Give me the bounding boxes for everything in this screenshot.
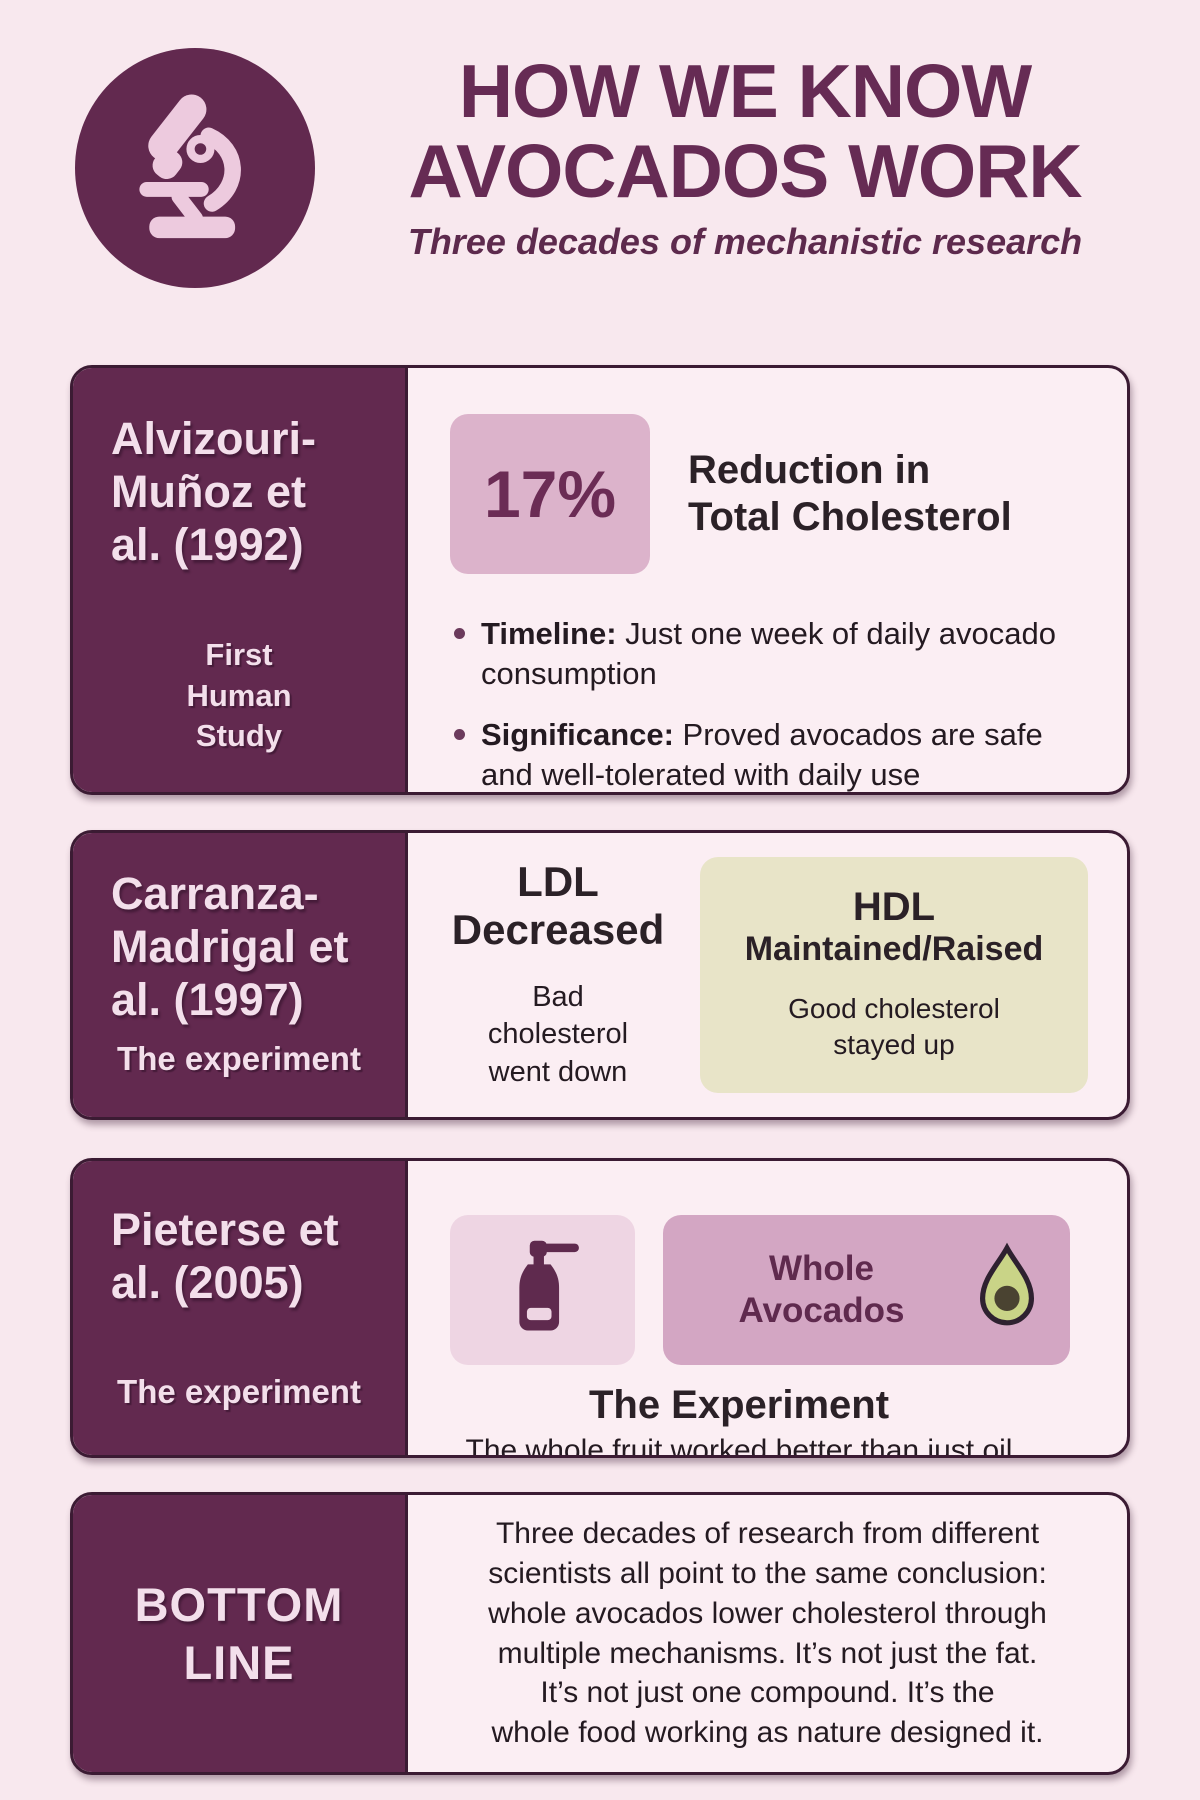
study-bullets: Timeline: Just one week of daily avocado… bbox=[454, 614, 1094, 792]
study-name: Carranza- Madrigal et al. (1997) bbox=[111, 868, 349, 1026]
whole-avocados-box: Whole Avocados bbox=[663, 1215, 1070, 1365]
study-tag: The experiment bbox=[117, 1040, 361, 1078]
bottom-line-panel: BOTTOM LINE bbox=[73, 1495, 408, 1772]
oil-bottle-icon bbox=[495, 1236, 591, 1345]
bottom-line-label: BOTTOM LINE bbox=[134, 1578, 344, 1689]
study-content: Whole Avocados The Experiment The whole … bbox=[408, 1161, 1127, 1455]
ldl-heading: LDL Decreased bbox=[451, 858, 665, 954]
page-subtitle: Three decades of mechanistic research bbox=[407, 221, 1083, 262]
bullet-significance: Significance: Proved avocados are safe a… bbox=[454, 715, 1094, 792]
study-name: Pieterse et al. (2005) bbox=[111, 1204, 339, 1309]
study-content: LDL Decreased Bad cholesterol went down … bbox=[408, 833, 1127, 1117]
hdl-subtext: Good cholesterol stayed up bbox=[788, 992, 1000, 1060]
stat-label: Reduction in Total Cholesterol bbox=[688, 447, 1012, 539]
study-card-pieterse: Pieterse et al. (2005) The experiment bbox=[70, 1158, 1130, 1458]
bottom-line-card: BOTTOM LINE Three decades of research fr… bbox=[70, 1492, 1130, 1775]
study-panel: Pieterse et al. (2005) The experiment bbox=[73, 1161, 408, 1455]
ldl-result: LDL Decreased Bad cholesterol went down bbox=[438, 858, 678, 1092]
whole-avocados-label: Whole Avocados bbox=[738, 1249, 905, 1330]
study-content: 17% Reduction in Total Cholesterol Timel… bbox=[408, 368, 1127, 792]
bullet-timeline: Timeline: Just one week of daily avocado… bbox=[454, 614, 1094, 693]
study-tag: The experiment bbox=[117, 1373, 361, 1411]
bullet-dot-icon bbox=[454, 628, 465, 639]
study-card-carranza: Carranza- Madrigal et al. (1997) The exp… bbox=[70, 830, 1130, 1120]
header: HOW WE KNOW AVOCADOS WORK Three decades … bbox=[330, 49, 1160, 263]
study-card-alvizouri: Alvizouri- Muñoz et al. (1992) First Hum… bbox=[70, 365, 1130, 795]
bottom-line-content: Three decades of research from different… bbox=[408, 1495, 1127, 1772]
experiment-heading: The Experiment bbox=[588, 1383, 890, 1427]
study-panel: Alvizouri- Muñoz et al. (1992) First Hum… bbox=[73, 368, 408, 792]
page-title-line2: AVOCADOS WORK bbox=[408, 128, 1082, 213]
bottom-line-text: Three decades of research from different… bbox=[488, 1516, 1047, 1750]
study-name: Alvizouri- Muñoz et al. (1992) bbox=[111, 413, 317, 571]
oil-bottle-box bbox=[450, 1215, 635, 1365]
hdl-result-box: HDL Maintained/Raised Good cholesterol s… bbox=[700, 856, 1088, 1094]
study-tag: First Human Study bbox=[186, 637, 292, 753]
microscope-badge bbox=[75, 48, 315, 288]
avocado-icon bbox=[970, 1240, 1044, 1341]
ldl-subtext: Bad cholesterol went down bbox=[487, 980, 629, 1089]
hdl-heading: HDL bbox=[852, 884, 936, 929]
microscope-icon bbox=[113, 83, 278, 253]
page-title-line1: HOW WE KNOW bbox=[458, 49, 1032, 133]
study-panel: Carranza- Madrigal et al. (1997) The exp… bbox=[73, 833, 408, 1117]
experiment-subtext: The whole fruit worked better than just … bbox=[465, 1434, 1013, 1458]
bullet-dot-icon bbox=[454, 729, 465, 741]
stat-badge: 17% bbox=[450, 414, 650, 574]
